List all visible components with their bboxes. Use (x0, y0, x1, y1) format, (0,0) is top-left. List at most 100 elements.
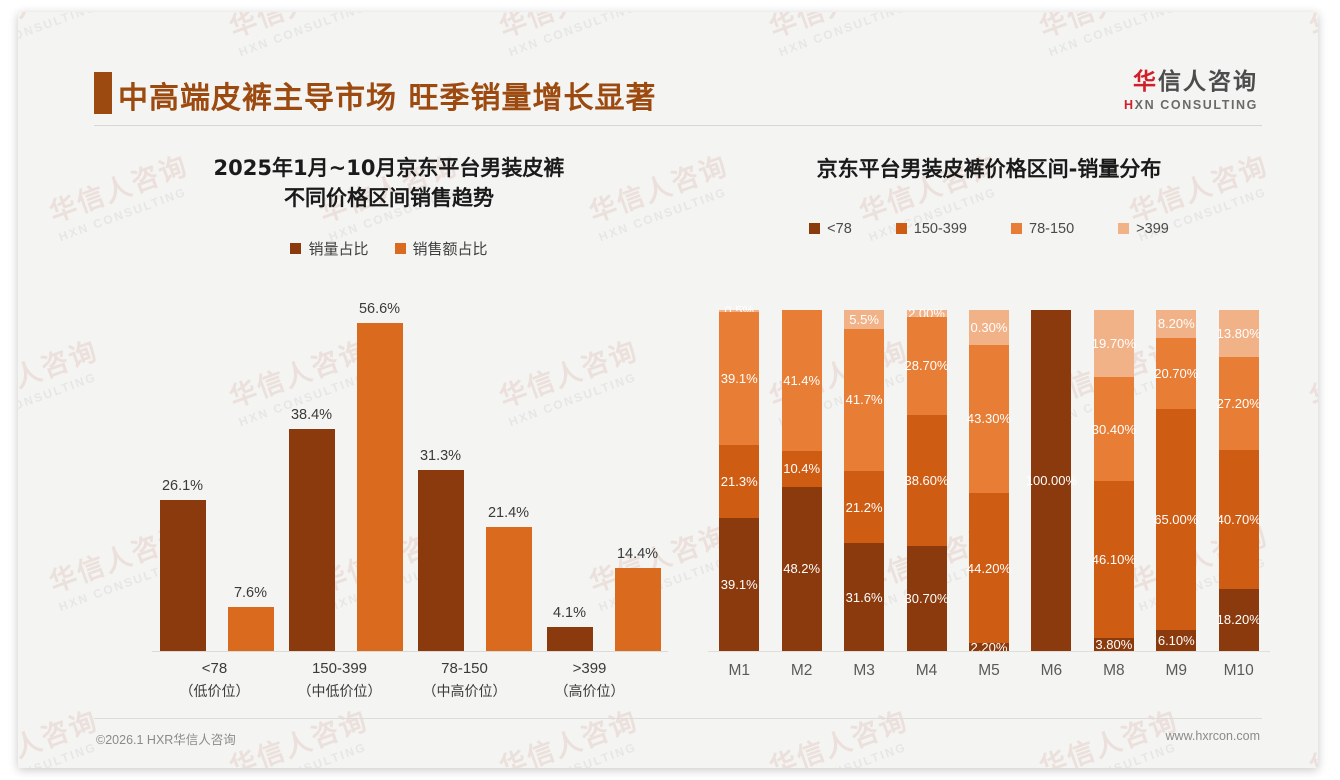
stacked-bar-segment[interactable]: 5.5% (844, 310, 885, 329)
stacked-bar[interactable]: 2.00% 28.70% 38.60% 30.70% (904, 306, 949, 651)
bar-column[interactable]: 4.1% (546, 292, 593, 651)
bar-group: 26.1% 7.6% (152, 292, 281, 651)
left-chart-panel: 2025年1月~10月京东平台男装皮裤 不同价格区间销售趋势 销量占比 销售额占比… (94, 142, 684, 702)
stacked-bar-segment[interactable]: 8.20% (1156, 310, 1197, 338)
bar-value-label: 56.6% (358, 301, 401, 318)
bar[interactable] (159, 499, 206, 651)
stacked-bar-segment[interactable]: 30.40% (1092, 377, 1136, 481)
bar-value-label: 14.4% (616, 545, 659, 562)
stacked-bar-segment[interactable]: 6.10% (1156, 630, 1197, 651)
x-axis-category-sub: （低价位） (179, 682, 250, 699)
stacked-bar-segment[interactable]: 10.4% (781, 451, 822, 487)
stacked-bar-slot: 8.20% 20.70% 65.00% 6.10% (1145, 310, 1207, 651)
right-chart-legend-item[interactable]: 78-150 (1011, 221, 1074, 237)
stacked-bar-segment[interactable]: 43.30% (967, 345, 1011, 493)
segment-value-label: 13.80% (1216, 326, 1261, 342)
stacked-bar[interactable]: 5.5% 41.7% 21.2% 31.6% (844, 310, 885, 651)
stacked-bar-segment[interactable]: 39.1% (719, 517, 760, 651)
left-chart-legend-item[interactable]: 销售额占比 (394, 238, 488, 259)
stacked-bar[interactable]: 0.5%39.1%21.3%39.1% (719, 303, 760, 651)
stacked-bar-segment[interactable]: 31.6% (844, 543, 885, 651)
left-chart-x-axis (152, 651, 668, 652)
right-chart-legend-item[interactable]: >399 (1118, 221, 1169, 237)
stacked-bar[interactable]: 13.80% 27.20% 40.70% 18.20% (1216, 310, 1261, 651)
stacked-bar-segment[interactable]: 21.3% (719, 445, 760, 518)
stacked-bar-segment[interactable]: 2.20% (968, 640, 1009, 655)
x-axis-category: >399 （高价位） (527, 658, 652, 702)
stacked-bar-segment[interactable]: 28.70% (904, 316, 949, 415)
left-chart-legend-item[interactable]: 销量占比 (290, 238, 369, 259)
stacked-bar-segment[interactable]: 3.80% (1093, 637, 1134, 652)
bar-column[interactable]: 7.6% (227, 292, 274, 651)
legend-label: 150-399 (913, 220, 967, 237)
stacked-bar-segment[interactable]: 18.20% (1217, 588, 1261, 651)
bar[interactable] (417, 469, 464, 651)
segment-value-label: 100.00% (1025, 473, 1078, 488)
stacked-bar-segment[interactable]: 30.70% (904, 546, 949, 651)
stacked-bar-segment[interactable]: 19.70% (1091, 310, 1136, 378)
bar-value-label: 38.4% (290, 406, 333, 423)
legend-label: >399 (1136, 220, 1169, 237)
stacked-bar-slot: 0.30% 43.30% 44.20% 2.20% (958, 310, 1020, 655)
bar[interactable] (614, 567, 661, 651)
stacked-bar-segment[interactable]: 13.80% (1216, 310, 1261, 358)
stacked-bar-segment[interactable]: 41.4% (781, 310, 822, 452)
footer-divider (94, 718, 1262, 719)
stacked-bar-segment[interactable]: 21.2% (844, 470, 885, 544)
stacked-bar-segment[interactable]: 2.00% (906, 306, 947, 321)
stacked-bar-segment[interactable]: 100.00% (1026, 310, 1077, 651)
stacked-bar-segment[interactable]: 65.00% (1154, 408, 1198, 631)
segment-value-label: 21.2% (845, 499, 883, 515)
stacked-bar-slot: 100.00% (1020, 310, 1082, 651)
stacked-bar-slot: 13.80% 27.20% 40.70% 18.20% (1208, 310, 1270, 651)
bar[interactable] (227, 607, 274, 651)
bar-column[interactable]: 14.4% (614, 292, 661, 651)
stacked-bar-segment[interactable]: 20.70% (1154, 337, 1198, 409)
stacked-bar-segment[interactable]: 41.7% (844, 328, 885, 471)
x-axis-category-sub: （高价位） (554, 682, 625, 699)
stacked-bar[interactable]: 100.00% (1026, 310, 1077, 651)
bar-group: 38.4% 56.6% (281, 292, 410, 651)
stacked-bar-slot: 41.4% 10.4% 48.2% (770, 310, 832, 651)
stacked-bar-segment[interactable]: 44.20% (967, 492, 1011, 644)
bar-column[interactable]: 38.4% (288, 292, 335, 651)
segment-value-label: 8.20% (1157, 316, 1195, 332)
segment-value-label: 6.10% (1157, 633, 1195, 649)
stacked-bar-segment[interactable]: 39.1% (719, 311, 760, 446)
stacked-bar-segment[interactable]: 40.70% (1217, 449, 1261, 589)
left-chart-title-line1: 2025年1月~10月京东平台男装皮裤 (213, 156, 565, 180)
stacked-bar-segment[interactable]: 27.20% (1217, 357, 1261, 450)
bar-column[interactable]: 56.6% (356, 292, 403, 651)
legend-label: <78 (827, 220, 852, 237)
stacked-bar-segment[interactable]: 38.60% (904, 414, 949, 547)
bar-value-label: 31.3% (419, 447, 462, 464)
stacked-bar[interactable]: 8.20% 20.70% 65.00% 6.10% (1154, 310, 1198, 651)
bar[interactable] (356, 323, 403, 651)
stacked-bar[interactable]: 41.4% 10.4% 48.2% (781, 310, 822, 651)
bar[interactable] (546, 627, 593, 651)
right-chart-legend-item[interactable]: 150-399 (895, 220, 967, 237)
segment-value-label: 19.70% (1091, 336, 1136, 352)
stacked-bar-segment[interactable]: 48.2% (781, 486, 822, 651)
bar[interactable] (288, 428, 335, 651)
stacked-bar-segment[interactable]: 46.10% (1092, 480, 1136, 639)
stacked-bar-segment[interactable]: 0.30% (968, 310, 1009, 346)
stacked-bar[interactable]: 19.70% 30.40% 46.10% 3.80% (1091, 310, 1136, 652)
legend-label: 销量占比 (308, 240, 369, 258)
x-axis-category: 78-150 （中高价位） (402, 658, 527, 702)
left-chart-plot-area: 26.1% 7.6% 38.4% 56.6% 31.3% 21.4% 4.1% 14.4% (122, 292, 672, 652)
bar[interactable] (485, 527, 532, 651)
legend-swatch-icon (895, 223, 907, 235)
x-axis-category: M10 (1223, 662, 1254, 679)
stacked-bar-slot: 19.70% 30.40% 46.10% 3.80% (1083, 310, 1145, 652)
bar-column[interactable]: 26.1% (159, 292, 206, 651)
stacked-bar[interactable]: 0.30% 43.30% 44.20% 2.20% (967, 310, 1011, 655)
bar-column[interactable]: 21.4% (485, 292, 532, 651)
bar-column[interactable]: 31.3% (417, 292, 464, 651)
right-chart-legend-item[interactable]: <78 (809, 221, 852, 237)
